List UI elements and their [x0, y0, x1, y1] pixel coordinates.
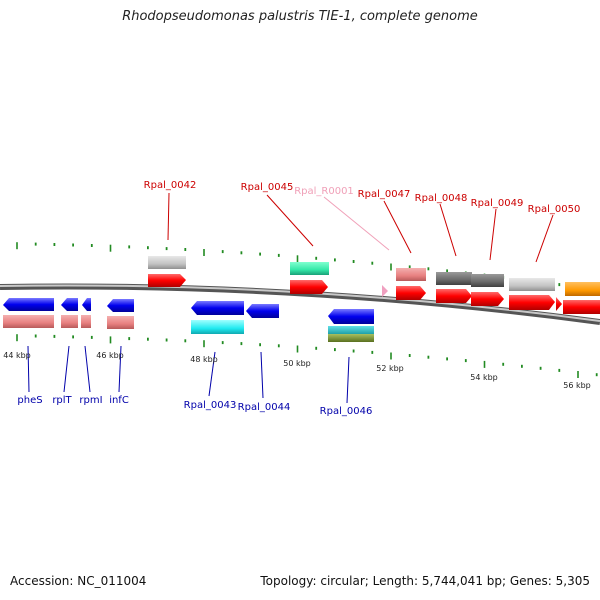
- forward-gene-rpal-0048[interactable]: [436, 289, 472, 303]
- cog-block: [3, 315, 54, 328]
- cog-block: [509, 278, 555, 291]
- reverse-gene-rpal-0044[interactable]: [246, 304, 279, 318]
- forward-gene-rpal-0042[interactable]: [148, 274, 186, 287]
- leader-line: [489, 208, 497, 261]
- gene-label[interactable]: Rpal_0042: [144, 180, 197, 191]
- cog-block: [61, 315, 78, 328]
- leader-line: [535, 214, 554, 263]
- leader-line: [439, 203, 457, 257]
- forward-gene-rpal-0047[interactable]: [396, 286, 426, 300]
- gene-label[interactable]: Rpal_0043: [184, 400, 237, 411]
- scale-label: 52 kbp: [376, 364, 404, 373]
- cog-block: [107, 316, 134, 329]
- gene-label[interactable]: Rpal_0049: [471, 198, 524, 209]
- reverse-gene-rplt[interactable]: [61, 298, 78, 311]
- gene-label[interactable]: rplT: [52, 395, 72, 406]
- cog-block: [328, 334, 374, 342]
- leader-line: [346, 356, 350, 404]
- forward-gene-unlabeled[interactable]: [563, 300, 600, 314]
- reverse-gene-rpal-0043[interactable]: [191, 301, 244, 315]
- gene-label[interactable]: Rpal_0048: [415, 193, 468, 204]
- leader-line: [167, 192, 170, 241]
- forward-gene-unlabeled[interactable]: [556, 297, 562, 311]
- scale-label: 46 kbp: [96, 351, 124, 360]
- leader-line: [208, 351, 216, 397]
- genome-summary: Topology: circular; Length: 5,744,041 bp…: [260, 574, 590, 588]
- gene-label[interactable]: Rpal_0050: [528, 204, 581, 215]
- forward-gene-rpal-0050[interactable]: [509, 295, 555, 310]
- forward-gene-rpal-r0001[interactable]: [382, 285, 388, 297]
- reverse-gene-phes[interactable]: [3, 298, 54, 311]
- cog-block: [290, 262, 329, 275]
- cog-block: [436, 272, 472, 285]
- leader-line: [27, 345, 30, 393]
- cog-block: [148, 256, 186, 269]
- scale-label: 54 kbp: [470, 373, 498, 382]
- reverse-gene-rpmi[interactable]: [82, 298, 91, 311]
- gene-label[interactable]: Rpal_0046: [320, 406, 373, 417]
- leader-line: [63, 345, 70, 393]
- forward-gene-rpal-0045[interactable]: [290, 280, 328, 294]
- reverse-gene-rpal-0046[interactable]: [328, 309, 374, 324]
- cog-block: [191, 320, 244, 334]
- forward-gene-rpal-0049[interactable]: [471, 292, 504, 306]
- genome-title: Rhodopseudomonas palustris TIE-1, comple…: [122, 9, 478, 24]
- cog-block: [396, 268, 426, 281]
- gene-label[interactable]: rpmI: [79, 395, 102, 406]
- accession-label: Accession: NC_011004: [10, 574, 147, 588]
- gene-label[interactable]: pheS: [17, 395, 42, 406]
- scale-label: 56 kbp: [563, 381, 591, 390]
- gene-label[interactable]: infC: [109, 395, 129, 406]
- scale-label: 48 kbp: [190, 355, 218, 364]
- cog-block: [471, 274, 504, 287]
- gene-label[interactable]: Rpal_R0001: [294, 186, 354, 197]
- scale-ticks: [16, 242, 598, 378]
- leader-line: [260, 351, 264, 399]
- scale-label: 50 kbp: [283, 359, 311, 368]
- leader-line: [84, 345, 91, 393]
- leader-line: [383, 200, 412, 254]
- cog-block: [328, 326, 374, 334]
- leader-line: [266, 194, 314, 247]
- scale-label: 44 kbp: [3, 351, 31, 360]
- gene-label[interactable]: Rpal_0047: [358, 189, 411, 200]
- leader-line: [323, 196, 390, 251]
- gene-label[interactable]: Rpal_0045: [241, 182, 294, 193]
- cog-block: [81, 315, 91, 328]
- cog-block: [565, 282, 600, 296]
- reverse-gene-infc[interactable]: [107, 299, 134, 312]
- gene-label[interactable]: Rpal_0044: [238, 402, 291, 413]
- leader-line: [118, 345, 122, 393]
